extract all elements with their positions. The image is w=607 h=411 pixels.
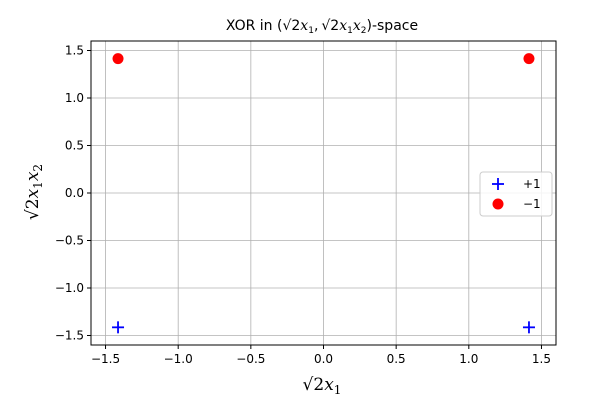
y-tick-label: 0.5 (65, 139, 84, 153)
y-axis-ticks: −1.5 −1.0 −0.5 0.0 0.5 1.0 1.5 (55, 44, 91, 343)
y-axis-label: √2x1x2 (23, 164, 45, 220)
x-tick-label: −1.0 (164, 352, 193, 366)
chart-title: XOR in (√2x1, √2x1x2)-space (226, 18, 418, 36)
y-tick-label: −0.5 (55, 234, 84, 248)
legend-label-plus-one: +1 (523, 177, 541, 191)
point-minus-one (112, 53, 124, 65)
grid-lines (91, 41, 556, 345)
x-tick-label: −0.5 (236, 352, 265, 366)
x-tick-label: 1.0 (459, 352, 478, 366)
point-minus-one (523, 53, 535, 65)
legend-label-minus-one: −1 (523, 197, 541, 211)
point-plus-one (112, 321, 125, 334)
y-tick-label: 1.5 (65, 44, 84, 58)
x-tick-label: 1.5 (532, 352, 551, 366)
point-plus-one (522, 321, 535, 334)
y-tick-label: −1.5 (55, 329, 84, 343)
data-points (112, 53, 535, 334)
x-tick-label: 0.0 (314, 352, 333, 366)
plot-frame (90, 40, 557, 346)
x-tick-label: 0.5 (387, 352, 406, 366)
y-tick-label: −1.0 (55, 281, 84, 295)
legend-marker-plus (492, 178, 504, 190)
x-tick-label: −1.5 (91, 352, 120, 366)
x-axis-ticks: −1.5 −1.0 −0.5 0.0 0.5 1.0 1.5 (91, 345, 551, 366)
y-tick-label: 0.0 (65, 186, 84, 200)
legend-box (479, 171, 553, 217)
x-axis-label: √2x1 (303, 375, 342, 397)
legend-marker-circle (492, 198, 504, 210)
legend: +1 −1 (479, 171, 553, 217)
y-tick-label: 1.0 (65, 91, 84, 105)
